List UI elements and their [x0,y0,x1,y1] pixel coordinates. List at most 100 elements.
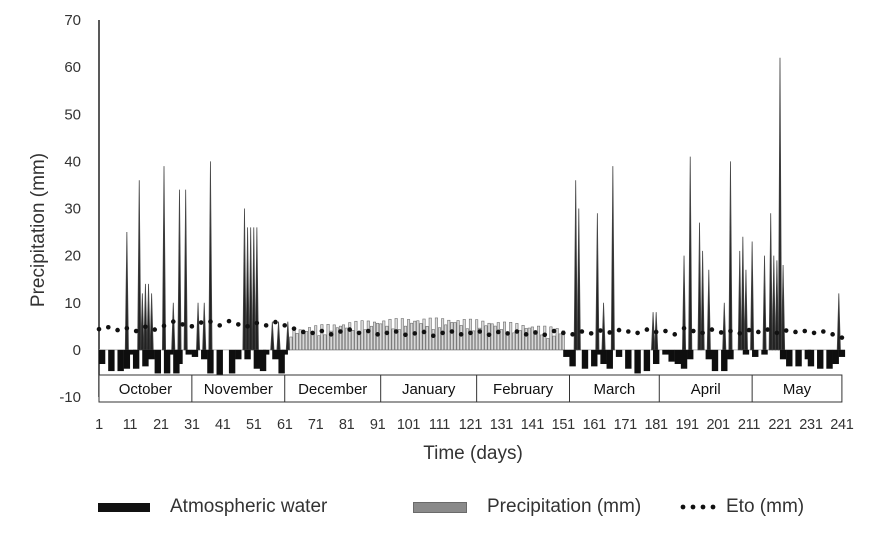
x-tick-label: 161 [583,417,607,433]
drizzle-bar [360,320,364,351]
drizzle-bar [496,322,500,351]
eto-point [226,318,232,324]
eto-point [189,324,195,329]
eto-point [180,322,185,327]
month-label: March [594,381,636,398]
x-tick-label: 1 [95,417,103,433]
precipitation-bar [177,189,182,351]
precipitation-bar [162,166,167,351]
eto-point [598,328,603,333]
eto-point [653,329,659,335]
atmospheric-water-bar [652,349,660,365]
drizzle-bar [348,322,352,351]
drizzle-bar [493,325,497,351]
drizzle-bar [540,334,544,351]
drizzle-bar [363,329,367,351]
x-tick-label: 21 [153,417,169,433]
precipitation-bar [768,213,773,351]
drizzle-bar [400,318,404,351]
x-tick-label: 131 [490,417,514,433]
drizzle-bar [444,324,448,351]
drizzle-bar [372,321,376,351]
eto-point [319,328,325,334]
drizzle-bar [292,328,296,351]
eto-point [143,324,148,330]
precipitation-bar [774,260,779,351]
drizzle-bar [357,332,361,351]
precipitation-bar [242,208,247,351]
drizzle-bar [351,330,355,351]
x-tick-label: 211 [738,417,760,433]
eto-point [458,332,464,337]
eto-point [570,332,575,337]
precipitation-bar [146,283,151,351]
drizzle-bar [518,330,522,351]
eto-point [561,330,566,336]
eto-point [579,329,585,334]
eto-point [644,327,650,332]
eto-point [105,324,111,330]
precipitation-bar [254,227,259,351]
eto-point [523,332,529,337]
precipitation-bar [137,180,142,351]
precipitation-bar [140,293,145,351]
eto-point [217,323,223,328]
x-tick-label: 111 [429,417,450,433]
precipitation-bar [750,241,755,351]
eto-point [756,329,761,335]
x-tick-label: 11 [123,417,138,433]
eto-point [588,331,594,336]
drizzle-bar [317,335,321,351]
month-label: December [298,381,367,398]
drizzle-bar [323,334,327,351]
drizzle-bar [543,325,547,351]
atmospheric-water-bar [569,349,576,367]
precipitation-bar [245,227,250,351]
eto-point [551,328,557,334]
precipitation-bar [762,255,767,351]
eto-point [263,323,269,328]
atmospheric-water-bar [166,349,174,355]
drizzle-bar [437,327,441,351]
y-tick-label: 40 [64,153,81,170]
drizzle-bar [298,329,302,351]
month-label: April [691,381,721,398]
eto-point [300,329,306,335]
atmospheric-water-bar [278,349,285,374]
drizzle-bar [410,322,414,351]
y-tick-label: 60 [64,59,81,76]
eto-point [366,328,371,334]
precipitation-bar [202,302,207,351]
drizzle-bar [388,318,392,351]
drizzle-bar [456,320,460,351]
legend-swatch-eto [680,504,716,510]
x-tick-label: 191 [675,417,699,433]
drizzle-bar [546,338,550,351]
legend-swatch-atmospheric-water [98,502,150,512]
atmospheric-water-bar [563,349,570,357]
drizzle-bar [329,330,333,351]
x-tick-label: 141 [521,417,545,433]
eto-point [124,325,130,331]
x-tick-label: 181 [645,417,669,433]
atmospheric-water-bar [606,349,613,369]
eto-point [310,330,315,336]
drizzle-bar [332,324,336,351]
atmospheric-water-bar [838,349,846,357]
y-axis-title: Precipitation (mm) [28,153,49,307]
drizzle-bar [552,335,556,351]
drizzle-bar [335,327,339,351]
atmospheric-water-bar [668,349,675,362]
precipitation-bar [777,57,782,351]
y-tick-label: -10 [59,389,81,406]
eto-point [774,330,780,336]
precipitation-bar [722,302,727,351]
atmospheric-water-bar [244,349,251,360]
x-tick-label: 51 [246,417,262,433]
eto-point [133,328,139,334]
precipitation-bar [706,269,711,351]
precipitation-bars [124,57,841,351]
eto-point [830,332,835,337]
eto-point [821,329,826,334]
month-label: February [493,381,554,398]
